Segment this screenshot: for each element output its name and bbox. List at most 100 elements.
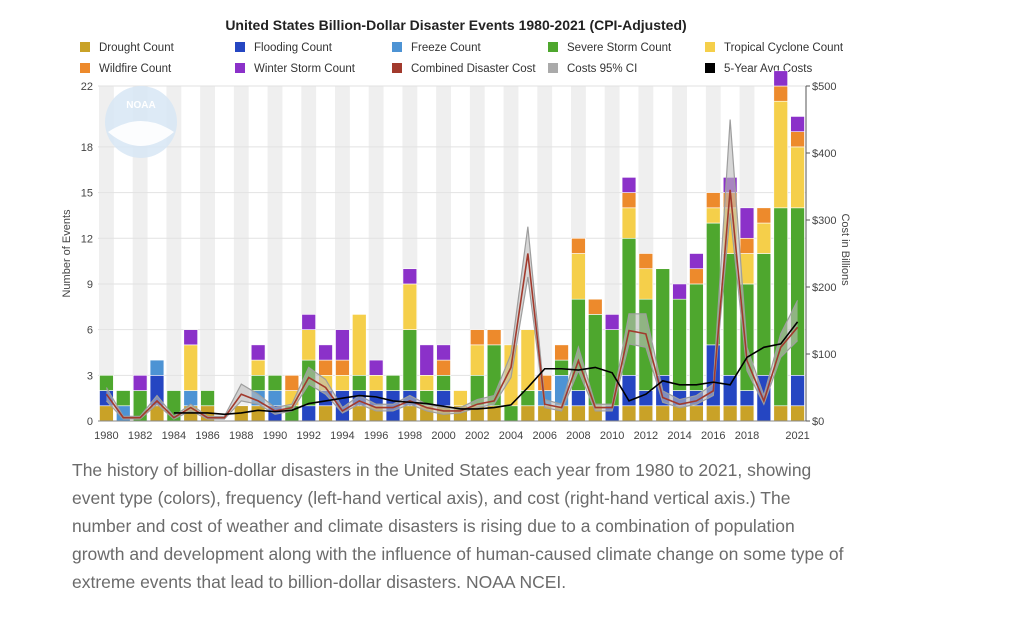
legend[interactable]: Drought Count Flooding Count Freeze Count S… xyxy=(80,42,844,75)
bar-severe-storm-count-1995[interactable] xyxy=(352,375,367,391)
bar-severe-storm-count-1986[interactable] xyxy=(200,390,215,407)
bar-winter-storm-count-2000[interactable] xyxy=(436,344,451,361)
bar-severe-storm-count-2010[interactable] xyxy=(604,329,620,407)
bar-severe-storm-count-1989[interactable] xyxy=(250,375,266,391)
legend-item-freeze-count[interactable]: Freeze Count xyxy=(392,42,481,54)
bar-drought-count-2016[interactable] xyxy=(706,405,721,422)
bar-flooding-count-2000[interactable] xyxy=(436,390,451,407)
bar-winter-storm-count-2010[interactable] xyxy=(604,314,620,330)
bar-drought-count-1989[interactable] xyxy=(250,405,266,422)
bar-severe-storm-count-2007[interactable] xyxy=(554,359,569,376)
legend-item-winter-storm-count[interactable]: Winter Storm Count xyxy=(235,63,356,75)
bar-winter-storm-count-2015[interactable] xyxy=(689,253,704,270)
bar-severe-storm-count-2019[interactable] xyxy=(756,253,772,376)
legend-item-tropical-cyclone-count[interactable]: Tropical Cyclone Count xyxy=(705,42,844,54)
bar-winter-storm-count-2011[interactable] xyxy=(621,177,637,193)
bar-tropical-cyclone-count-2011[interactable] xyxy=(621,207,637,239)
bar-wildfire-count-2019[interactable] xyxy=(756,207,772,224)
bar-winter-storm-count-2020[interactable] xyxy=(773,70,788,87)
bar-winter-storm-count-2018[interactable] xyxy=(739,207,755,239)
bar-flooding-count-2017[interactable] xyxy=(722,375,738,407)
bar-drought-count-2008[interactable] xyxy=(571,405,586,422)
bar-severe-storm-count-1981[interactable] xyxy=(116,390,131,407)
legend-item-wildfire-count[interactable]: Wildfire Count xyxy=(80,63,172,75)
bar-wildfire-count-2015[interactable] xyxy=(689,268,704,285)
bar-tropical-cyclone-count-2008[interactable] xyxy=(571,253,586,300)
legend-item-combined-disaster-cost[interactable]: Combined Disaster Cost xyxy=(392,63,536,75)
bar-winter-storm-count-1992[interactable] xyxy=(301,314,316,330)
bar-tropical-cyclone-count-1999[interactable] xyxy=(419,375,434,391)
bar-winter-storm-count-1982[interactable] xyxy=(132,375,148,391)
bar-flooding-count-2008[interactable] xyxy=(571,390,586,407)
bar-drought-count-1980[interactable] xyxy=(99,405,114,422)
bar-tropical-cyclone-count-2005[interactable] xyxy=(520,329,536,391)
bar-wildfire-count-2002[interactable] xyxy=(470,329,485,346)
legend-item-severe-storm-count[interactable]: Severe Storm Count xyxy=(548,42,672,54)
bar-tropical-cyclone-count-2012[interactable] xyxy=(638,268,654,300)
bar-wildfire-count-2018[interactable] xyxy=(739,237,755,254)
legend-item-costs-95-ci[interactable]: Costs 95% CI xyxy=(548,63,637,75)
legend-item-5-year-avg-costs[interactable]: 5-Year Avg Costs xyxy=(705,63,812,75)
bar-drought-count-2012[interactable] xyxy=(638,405,654,422)
bar-tropical-cyclone-count-2002[interactable] xyxy=(470,344,485,376)
bar-winter-storm-count-1985[interactable] xyxy=(183,329,198,346)
bar-tropical-cyclone-count-2020[interactable] xyxy=(773,100,788,209)
bar-drought-count-2017[interactable] xyxy=(722,405,738,422)
bar-tropical-cyclone-count-2021[interactable] xyxy=(790,146,805,209)
bar-severe-storm-count-1997[interactable] xyxy=(385,375,401,391)
bar-drought-count-2018[interactable] xyxy=(739,405,755,422)
bar-severe-storm-count-2000[interactable] xyxy=(436,375,451,391)
bar-wildfire-count-2009[interactable] xyxy=(588,298,603,315)
bar-drought-count-2015[interactable] xyxy=(689,405,704,422)
bar-freeze-count-1985[interactable] xyxy=(183,390,198,407)
bar-severe-storm-count-1998[interactable] xyxy=(402,329,418,391)
bar-winter-storm-count-1999[interactable] xyxy=(419,344,434,376)
bar-winter-storm-count-1994[interactable] xyxy=(335,329,350,361)
bar-drought-count-1998[interactable] xyxy=(402,405,418,422)
bar-wildfire-count-2020[interactable] xyxy=(773,85,788,102)
legend-item-drought-count[interactable]: Drought Count xyxy=(80,42,175,54)
bar-winter-storm-count-2014[interactable] xyxy=(672,283,687,300)
bar-tropical-cyclone-count-1985[interactable] xyxy=(183,344,198,391)
legend-item-flooding-count[interactable]: Flooding Count xyxy=(235,42,333,54)
bar-freeze-count-1983[interactable] xyxy=(149,359,165,376)
bar-drought-count-2013[interactable] xyxy=(655,405,670,422)
bar-wildfire-count-2007[interactable] xyxy=(554,344,569,361)
bar-severe-storm-count-2014[interactable] xyxy=(672,298,687,391)
bar-winter-storm-count-2021[interactable] xyxy=(790,116,805,132)
bar-wildfire-count-1991[interactable] xyxy=(284,375,300,391)
bar-severe-storm-count-2020[interactable] xyxy=(773,207,788,407)
bar-wildfire-count-1993[interactable] xyxy=(318,359,333,376)
bar-flooding-count-2012[interactable] xyxy=(638,390,654,407)
bar-wildfire-count-2012[interactable] xyxy=(638,253,654,270)
bar-tropical-cyclone-count-1998[interactable] xyxy=(402,283,418,330)
bar-winter-storm-count-1996[interactable] xyxy=(368,359,384,376)
bar-wildfire-count-1994[interactable] xyxy=(335,359,350,376)
bar-wildfire-count-2021[interactable] xyxy=(790,131,805,148)
bar-flooding-count-2021[interactable] xyxy=(790,375,805,407)
bar-drought-count-1995[interactable] xyxy=(352,405,367,422)
bar-drought-count-2021[interactable] xyxy=(790,405,805,422)
bar-wildfire-count-2016[interactable] xyxy=(706,192,721,209)
bar-tropical-cyclone-count-1992[interactable] xyxy=(301,329,316,361)
bar-tropical-cyclone-count-1989[interactable] xyxy=(250,359,266,376)
bar-flooding-count-2018[interactable] xyxy=(739,390,755,407)
bar-severe-storm-count-2013[interactable] xyxy=(655,268,670,376)
bar-severe-storm-count-2015[interactable] xyxy=(689,283,704,391)
bar-drought-count-2020[interactable] xyxy=(773,405,788,422)
bar-drought-count-2005[interactable] xyxy=(520,405,536,422)
bar-wildfire-count-2011[interactable] xyxy=(621,192,637,209)
bar-tropical-cyclone-count-2001[interactable] xyxy=(453,390,468,407)
bar-severe-storm-count-2004[interactable] xyxy=(503,405,519,422)
bar-tropical-cyclone-count-1995[interactable] xyxy=(352,314,367,376)
bar-wildfire-count-2008[interactable] xyxy=(571,237,586,254)
bar-wildfire-count-2000[interactable] xyxy=(436,359,451,376)
bar-severe-storm-count-2021[interactable] xyxy=(790,207,805,376)
bar-winter-storm-count-1993[interactable] xyxy=(318,344,333,361)
bar-winter-storm-count-1989[interactable] xyxy=(250,344,266,361)
bar-tropical-cyclone-count-1994[interactable] xyxy=(335,375,350,391)
bar-wildfire-count-2006[interactable] xyxy=(537,375,552,391)
bar-drought-count-1993[interactable] xyxy=(318,405,333,422)
bar-wildfire-count-2003[interactable] xyxy=(486,329,502,346)
bar-tropical-cyclone-count-2019[interactable] xyxy=(756,222,772,254)
